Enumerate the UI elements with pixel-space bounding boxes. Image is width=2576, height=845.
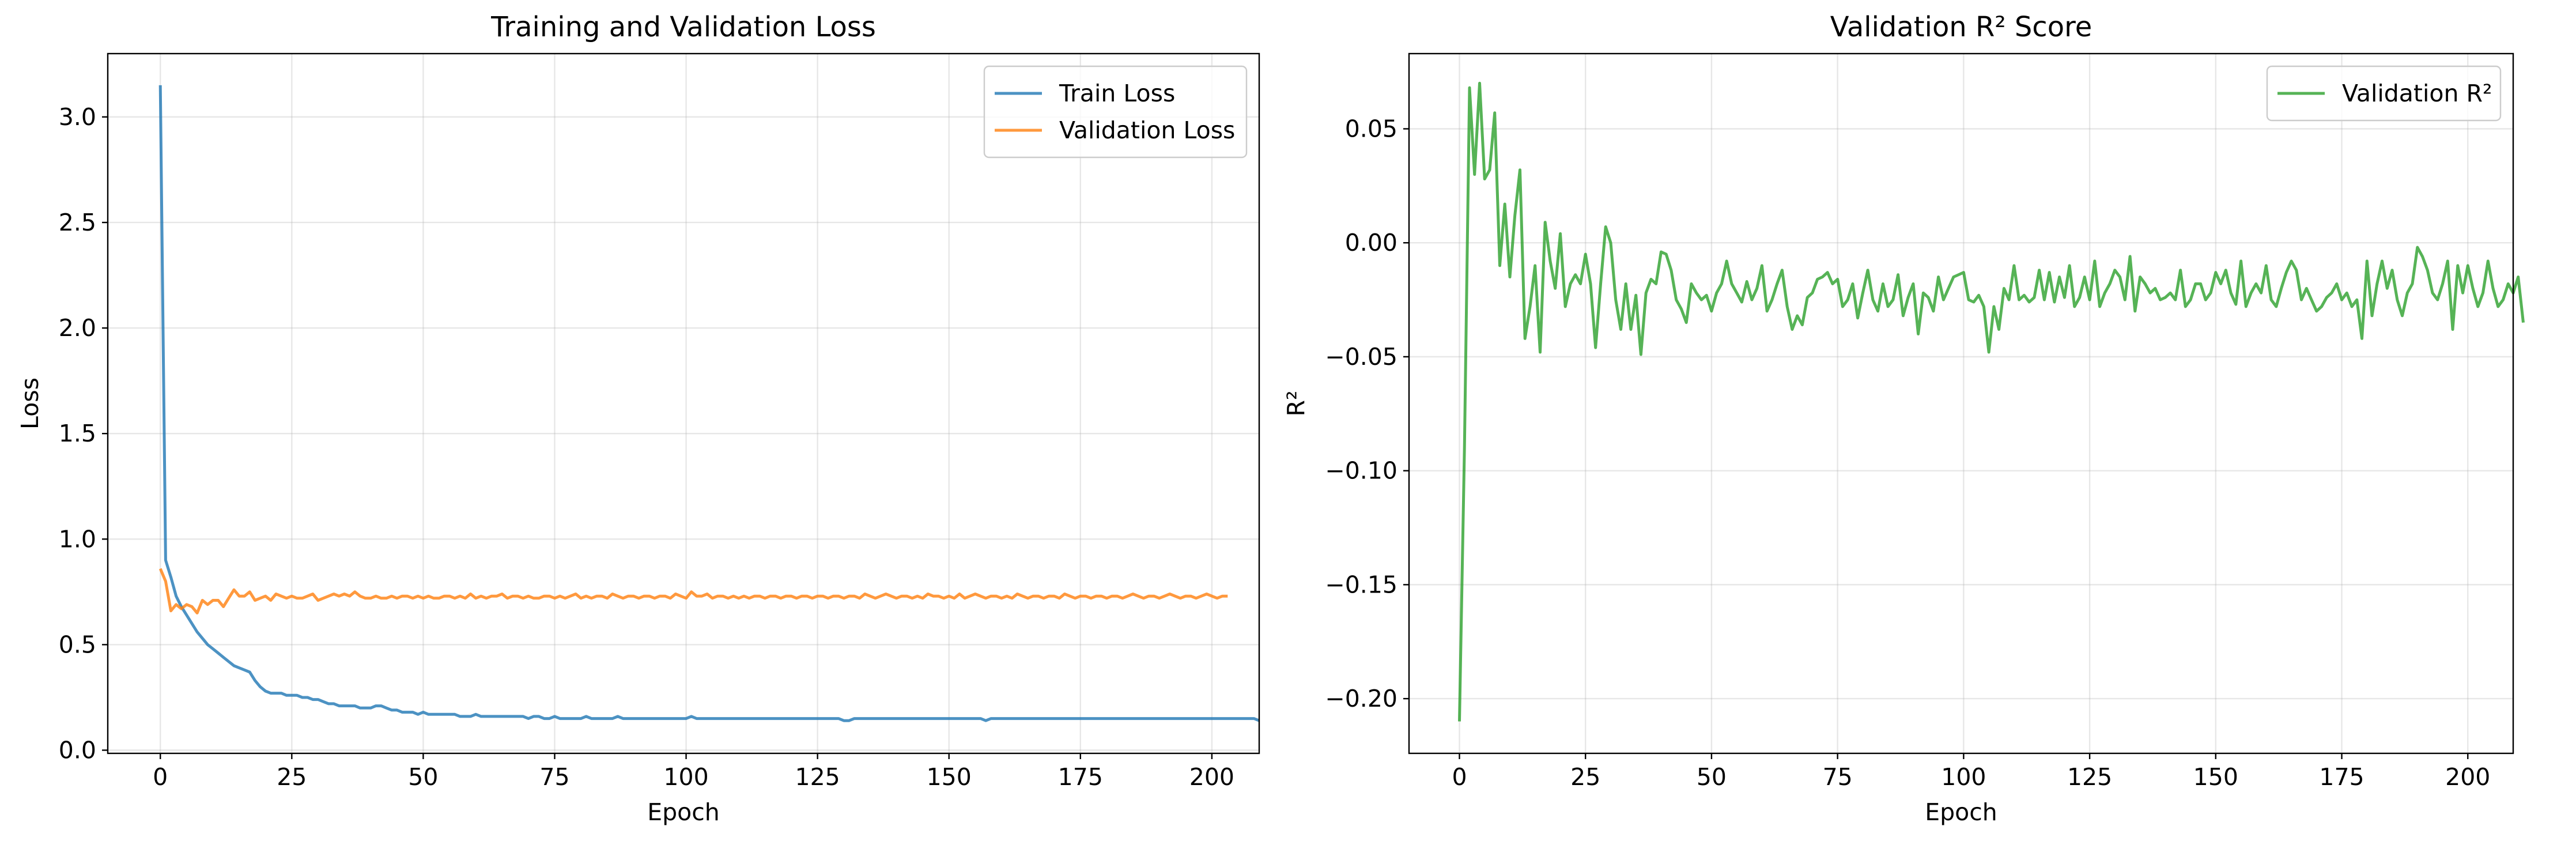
x-tick-label: 150 <box>2193 763 2238 791</box>
chart-2: 0 25 50 75 100 125 150 175 200 −0.20 −0.15 −0.10 −0.… <box>1282 11 2525 826</box>
x-tick-label: 25 <box>1570 763 1600 791</box>
y-tick-label: 0.00 <box>1345 229 1397 256</box>
series-line-1 <box>158 568 1228 614</box>
series-lines <box>1458 81 2525 722</box>
x-tick-label: 100 <box>663 763 708 791</box>
legend-label-1: Validation Loss <box>1059 116 1235 144</box>
y-tick-label: −0.05 <box>1325 343 1397 371</box>
legend-box <box>983 65 1248 159</box>
y-tick-label: 0.0 <box>59 737 96 764</box>
chart-title: Validation R² Score <box>1830 11 2092 43</box>
x-tick-label: 125 <box>795 763 840 791</box>
legend-box <box>2266 65 2502 122</box>
y-tick-label: −0.15 <box>1325 571 1397 598</box>
x-tick-label: 50 <box>408 763 438 791</box>
legend: Train Loss Validation Loss <box>983 65 1248 159</box>
legend-label-0: Train Loss <box>1059 80 1175 107</box>
chart-title: Training and Validation Loss <box>490 11 876 43</box>
x-tick-label: 200 <box>2445 763 2490 791</box>
y-axis-label: R² <box>1282 391 1310 417</box>
y-tick-label: 0.05 <box>1345 115 1397 142</box>
x-tick-label: 175 <box>1058 763 1103 791</box>
axes-frame <box>1408 52 2514 755</box>
x-tick-label: 0 <box>1452 763 1467 791</box>
x-tick-label: 75 <box>539 763 569 791</box>
x-axis-label: Epoch <box>1925 798 1997 826</box>
y-tick-label: 2.0 <box>59 314 96 342</box>
x-tick-label: 175 <box>2319 763 2364 791</box>
y-tick-label: −0.20 <box>1325 685 1397 712</box>
legend: Validation R² <box>2266 65 2502 122</box>
grid <box>1409 54 2513 753</box>
y-tick-label: −0.10 <box>1325 457 1397 485</box>
grid <box>108 54 1259 753</box>
y-tick-label: 1.0 <box>59 525 96 553</box>
x-tick-label: 0 <box>153 763 168 791</box>
series-lines <box>158 85 1260 722</box>
x-axis-label: Epoch <box>647 798 720 826</box>
x-tick-label: 100 <box>1941 763 1986 791</box>
x-tick-label: 150 <box>927 763 972 791</box>
y-tick-label: 1.5 <box>59 420 96 447</box>
y-tick-label: 0.5 <box>59 631 96 658</box>
chart-1: 0 25 50 75 100 125 150 175 200 0.0 0.5 1.0 1.5 2.0 2.5… <box>16 11 1260 826</box>
legend-label-0: Validation R² <box>2342 80 2492 107</box>
y-tick-label: 3.0 <box>59 103 96 131</box>
axes-frame <box>107 52 1260 755</box>
series-line-0 <box>158 85 1260 722</box>
y-tick-label: 2.5 <box>59 209 96 236</box>
x-tick-label: 25 <box>277 763 307 791</box>
x-tick-label: 125 <box>2067 763 2112 791</box>
y-axis-label: Loss <box>16 378 44 429</box>
x-tick-label: 75 <box>1823 763 1853 791</box>
x-tick-label: 200 <box>1189 763 1234 791</box>
series-line-0 <box>1458 81 2525 722</box>
x-tick-label: 50 <box>1697 763 1727 791</box>
